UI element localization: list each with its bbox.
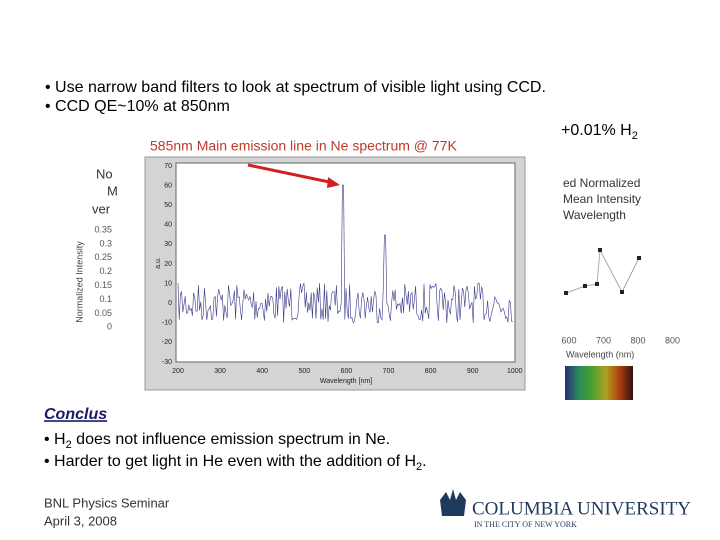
- y-tick-label: 60: [164, 182, 172, 189]
- y-tick-label: 20: [164, 261, 172, 268]
- crown: [440, 489, 466, 516]
- fig-title: ver: [92, 201, 111, 216]
- conclusion-item: • H2 does not influence emission spectru…: [44, 431, 390, 451]
- arrow: [247, 163, 335, 185]
- logo-name: COLUMBIA UNIVERSITY: [472, 498, 691, 519]
- x-tick-label: 300: [214, 368, 226, 375]
- y-tick-label: 40: [164, 222, 172, 229]
- h2-note: +0.01% H2: [561, 122, 638, 142]
- y-tick-label: 0.35: [94, 224, 112, 234]
- fig-title: ed Normalized: [563, 176, 640, 190]
- arrow-head: [327, 177, 340, 188]
- conclusion-heading: Conclus: [44, 406, 107, 423]
- y-tick-label: -20: [162, 339, 172, 346]
- y-tick-label: 0.1: [99, 294, 112, 304]
- logo-tagline: IN THE CITY OF NEW YORK: [474, 520, 577, 529]
- axis-label: Wavelength [nm]: [320, 378, 372, 385]
- y-tick-label: 0: [168, 300, 172, 307]
- axis-label: Normalized Intensity: [74, 241, 84, 323]
- bullet: • Use narrow band filters to look at spe…: [45, 79, 546, 96]
- axis-label: Wavelength (nm): [566, 349, 634, 359]
- y-tick-label: 70: [164, 163, 172, 170]
- x-tick-label: 400: [256, 368, 268, 375]
- fig-title: Wavelength: [563, 208, 626, 222]
- right-figure: ed Normalized Mean Intensity Wavelength …: [561, 176, 680, 400]
- plot-area: [175, 162, 516, 363]
- conclusion-item: • Harder to get light in He even with th…: [44, 453, 427, 473]
- x-tick-label: 600: [561, 335, 576, 345]
- x-tick-label: 200: [172, 368, 184, 375]
- x-tick-label: 700: [383, 368, 395, 375]
- left-figure: No M ver Normalized Intensity 0.35 0.3 0.2…: [74, 166, 117, 331]
- fig-title: No: [96, 166, 113, 181]
- x-tick-label: 600: [341, 368, 353, 375]
- x-tick-label: 800: [665, 335, 680, 345]
- y-tick-label: 50: [164, 202, 172, 209]
- spectrum-bar: [565, 366, 633, 400]
- y-tick-label: 10: [164, 280, 172, 287]
- x-tick-label: 700: [596, 335, 611, 345]
- points: [564, 248, 641, 295]
- y-tick-label: 0.15: [94, 280, 112, 290]
- y-tick-label: 0.05: [94, 308, 112, 318]
- y-tick-label: 0.3: [99, 238, 112, 248]
- x-tick-label: 500: [298, 368, 310, 375]
- fig-title: M: [107, 183, 118, 198]
- bullet: • CCD QE~10% at 850nm: [45, 98, 230, 115]
- footer: April 3, 2008: [44, 513, 117, 528]
- trend-line: [565, 248, 640, 294]
- y-tick-label: 30: [164, 241, 172, 248]
- spectrum-trace: [177, 184, 513, 324]
- y-tick-label: 0: [107, 322, 112, 332]
- logo: COLUMBIA UNIVERSITY IN THE CITY OF NEW Y…: [440, 489, 691, 529]
- x-tick-label: 900: [467, 368, 479, 375]
- x-tick-label: 800: [630, 335, 645, 345]
- footer: BNL Physics Seminar: [44, 495, 170, 510]
- axis-label: a.u.: [155, 257, 162, 269]
- y-tick-label: 0.2: [99, 266, 112, 276]
- figure-caption: 585nm Main emission line in Ne spectrum …: [150, 138, 457, 154]
- fig-title: Mean Intensity: [563, 192, 641, 206]
- x-tick-label: 1000: [507, 368, 523, 375]
- y-tick-label: -10: [162, 320, 172, 327]
- y-tick-label: 0.25: [94, 252, 112, 262]
- x-tick-label: 800: [425, 368, 437, 375]
- y-tick-label: -30: [162, 359, 172, 366]
